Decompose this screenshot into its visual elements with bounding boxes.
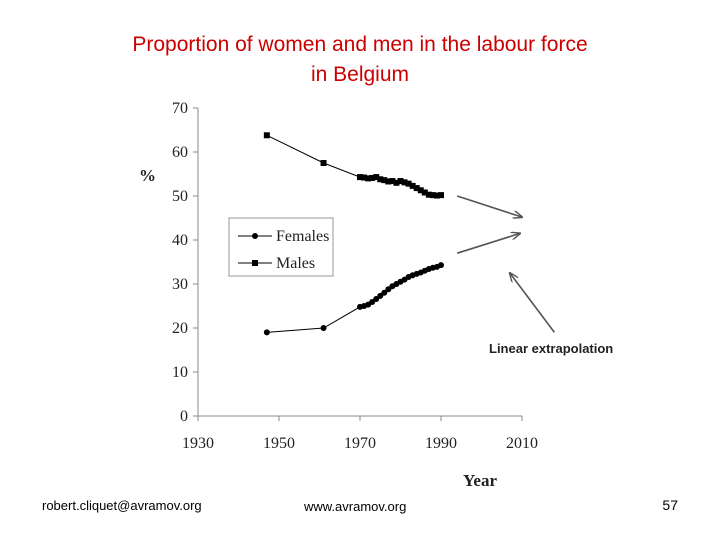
chart-title: Proportion of women and men in the labou… <box>0 30 720 90</box>
y-tick-label: 0 <box>180 408 188 425</box>
data-point-males <box>369 174 376 181</box>
data-point-males <box>413 185 420 192</box>
y-tick-label: 60 <box>172 144 188 161</box>
chart-title-line-2: in Belgium <box>310 63 410 86</box>
data-point-males <box>385 178 392 185</box>
data-point-males <box>357 174 363 181</box>
data-point-males <box>401 179 408 186</box>
chart-title-line-1: Proportion of women and men in the labou… <box>132 33 588 56</box>
extrapolation-arrow <box>510 273 556 333</box>
page-number: 57 <box>662 497 678 513</box>
y-tick-label: 30 <box>172 276 188 293</box>
y-tick-label: 20 <box>172 320 188 337</box>
axes: 0 10 20 30 40 50 60 70 1930 1950 1970 1990 2010 <box>172 100 538 452</box>
data-point-males <box>377 176 384 183</box>
data-point-males <box>373 174 380 181</box>
x-tick-label: 1950 <box>263 435 295 452</box>
data-point-males <box>433 192 440 199</box>
y-tick-label: 70 <box>172 100 188 117</box>
legend-label-males: Males <box>276 255 315 272</box>
x-tick-label: 1970 <box>344 435 376 452</box>
x-tick-label: 2010 <box>506 435 538 452</box>
data-point-males <box>421 189 428 196</box>
y-tick-label: 40 <box>172 232 188 249</box>
data-point-males <box>320 160 327 166</box>
data-point-males <box>425 191 432 198</box>
series-layer <box>263 132 444 336</box>
footer-email: robert.cliquet@avramov.org <box>42 498 202 513</box>
data-point-males <box>405 180 412 187</box>
x-tick-label: 1990 <box>425 435 457 452</box>
data-point-females <box>320 325 327 331</box>
legend-marker-females <box>252 233 258 239</box>
extrapolation-arrow <box>456 195 522 217</box>
data-point-males <box>381 177 388 184</box>
x-axis-title: Year <box>463 471 497 490</box>
legend-label-females: Females <box>276 228 329 245</box>
data-point-males <box>365 175 372 182</box>
data-point-males <box>389 178 396 185</box>
data-point-males <box>397 178 404 185</box>
data-point-males <box>361 174 368 181</box>
legend-marker-males <box>252 260 258 266</box>
y-tick-label: 50 <box>172 188 188 205</box>
data-point-males <box>438 192 444 199</box>
data-point-males <box>429 192 436 199</box>
y-tick-label: 10 <box>172 364 188 381</box>
extrapolation-arrow <box>456 233 520 254</box>
data-point-females <box>381 289 388 296</box>
data-point-males <box>417 187 424 194</box>
data-point-females <box>438 262 444 269</box>
y-axis-title: % <box>139 166 156 185</box>
legend: Females Males <box>228 217 334 277</box>
data-point-females <box>263 329 270 336</box>
annotation-label: Linear extrapolation <box>489 341 613 356</box>
x-tick-label: 1930 <box>182 435 214 452</box>
legend-box <box>228 217 334 277</box>
annotation-layer <box>456 195 556 333</box>
data-point-males <box>263 132 270 139</box>
data-point-males <box>393 179 400 186</box>
footer-website: www.avramov.org <box>304 499 407 514</box>
data-point-males <box>409 182 416 189</box>
